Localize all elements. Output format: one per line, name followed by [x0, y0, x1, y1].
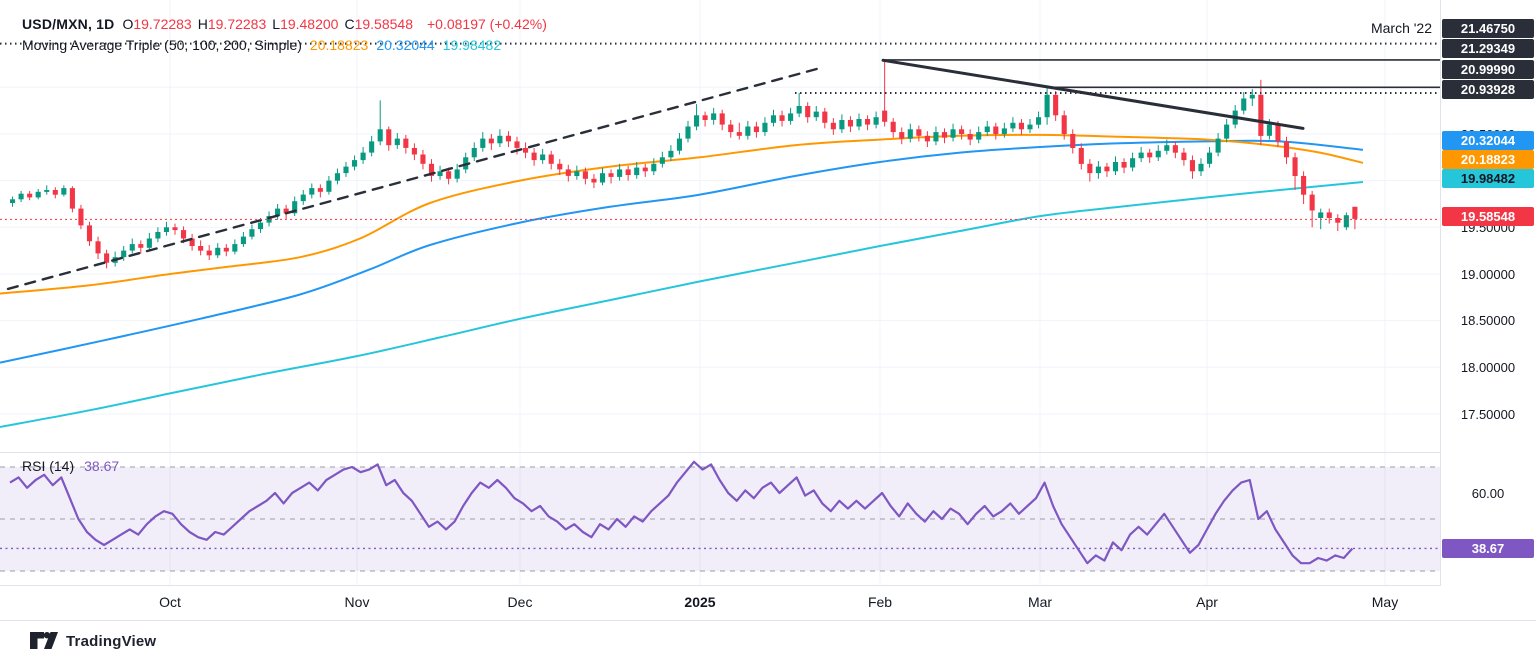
ma-value: 19.98482 — [442, 36, 502, 53]
price-value-label: 20.93928 — [1442, 80, 1534, 99]
ma-value: 20.32044 — [376, 36, 435, 53]
rsi-line — [9, 460, 1354, 565]
ohlc-values: O19.72283 H19.72283 L19.48200 C19.58548 — [122, 16, 419, 32]
price-value-label: 19.58548 — [1442, 207, 1534, 226]
time-tick-label: Apr — [1196, 594, 1218, 610]
rsi-pane — [0, 460, 1440, 572]
visible-range-label: March '22 — [1370, 20, 1432, 36]
price-value-label: 20.32044 — [1442, 131, 1534, 150]
time-tick-label: 2025 — [684, 594, 716, 610]
tradingview-brand-text[interactable]: TradingView — [66, 633, 157, 650]
ma-line-sma100 — [0, 139, 1364, 364]
ohlc-field: C19.58548 — [344, 15, 413, 32]
time-tick-label: Dec — [507, 594, 533, 610]
candles-layer — [10, 60, 1358, 269]
price-value-label: 38.67 — [1442, 539, 1534, 558]
price-tick-label: 60.00 — [1471, 486, 1505, 501]
rsi-current-value: 38.67 — [84, 458, 120, 474]
symbol-title[interactable]: USD/MXN, 1D — [22, 15, 115, 32]
ohlc-field: H19.72283 — [197, 15, 267, 32]
indicator-legend-row[interactable]: Moving Average Triple (50, 100, 200, Sim… — [22, 34, 547, 55]
indicator-title[interactable]: Moving Average Triple (50, 100, 200, Sim… — [22, 36, 302, 53]
time-axis[interactable]: Oct Nov Dec 2025 Feb Mar Apr May — [0, 586, 1536, 618]
time-tick-label: Nov — [344, 594, 370, 610]
pane-separators — [0, 0, 1536, 618]
drawings-layer[interactable] — [0, 42, 1440, 291]
time-tick-label: Mar — [1027, 594, 1053, 610]
ma-line-sma200 — [0, 181, 1364, 428]
price-value-label: 20.18823 — [1442, 150, 1534, 169]
price-tick-label: 17.50000 — [1460, 407, 1516, 422]
price-tick-label: 18.00000 — [1460, 360, 1516, 375]
rsi-title[interactable]: RSI (14) — [22, 458, 75, 474]
ma-value: 20.18823 — [309, 36, 369, 53]
rsi-legend[interactable]: RSI (14) 38.67 — [22, 458, 119, 474]
ohlc-field: L19.48200 — [272, 15, 339, 32]
price-value-label: 19.98482 — [1442, 169, 1534, 188]
price-tick-label: 19.00000 — [1460, 267, 1516, 282]
price-axis[interactable]: 20.5000019.5000021.4675021.2934920.99990… — [1441, 0, 1536, 618]
price-tick-label: 18.50000 — [1460, 313, 1516, 328]
chart-legend: USD/MXN, 1D O19.72283 H19.72283 L19.48200 C… — [22, 13, 547, 55]
footer-bar: TradingView — [0, 620, 1536, 662]
gridlines — [0, 0, 1440, 585]
indicator-values: 20.18823 20.32044 19.98482 — [310, 37, 509, 53]
time-tick-label: May — [1371, 594, 1399, 610]
tradingview-logo-icon[interactable] — [30, 631, 58, 652]
ma-line-sma50 — [0, 133, 1364, 295]
symbol-legend-row[interactable]: USD/MXN, 1D O19.72283 H19.72283 L19.48200 C… — [22, 13, 547, 34]
ohlc-field: O19.72283 — [122, 15, 192, 32]
price-value-label: 21.46750 — [1442, 19, 1534, 38]
price-value-label: 20.99990 — [1442, 60, 1534, 79]
price-change: +0.08197 (+0.42%) — [427, 15, 547, 32]
time-tick-label: Oct — [159, 594, 181, 610]
price-value-label: 21.29349 — [1442, 39, 1534, 58]
time-tick-label: Feb — [867, 594, 893, 610]
moving-averages — [0, 133, 1364, 428]
